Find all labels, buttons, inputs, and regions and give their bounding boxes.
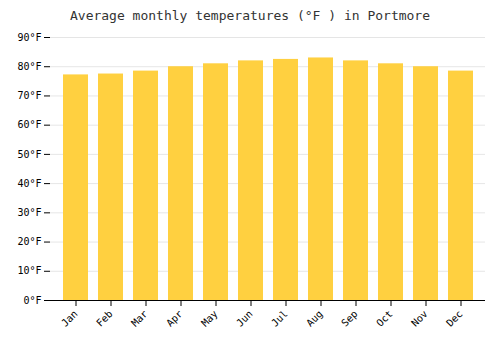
svg-text:90°F: 90°F — [17, 32, 41, 43]
svg-text:Mar: Mar — [129, 308, 150, 329]
svg-text:May: May — [199, 308, 220, 329]
svg-text:Feb: Feb — [94, 308, 115, 329]
svg-text:Nov: Nov — [409, 308, 430, 329]
svg-text:Jun: Jun — [234, 308, 255, 329]
svg-text:30°F: 30°F — [17, 207, 41, 218]
svg-text:Dec: Dec — [444, 308, 465, 329]
svg-text:Jan: Jan — [59, 308, 80, 329]
svg-text:80°F: 80°F — [17, 61, 41, 72]
svg-text:20°F: 20°F — [17, 236, 41, 247]
svg-text:70°F: 70°F — [17, 90, 41, 101]
svg-text:60°F: 60°F — [17, 119, 41, 130]
svg-text:Sep: Sep — [339, 308, 360, 329]
svg-text:0°F: 0°F — [23, 295, 41, 306]
svg-text:10°F: 10°F — [17, 265, 41, 276]
svg-text:Apr: Apr — [164, 308, 185, 329]
svg-text:Aug: Aug — [304, 308, 325, 329]
svg-text:40°F: 40°F — [17, 178, 41, 189]
svg-text:50°F: 50°F — [17, 149, 41, 160]
svg-text:Oct: Oct — [374, 308, 395, 329]
html-text:Average monthly temperatures (: Average monthly temperatures (°F ) in Po… — [70, 8, 430, 23]
svg-text:Jul: Jul — [269, 308, 290, 329]
